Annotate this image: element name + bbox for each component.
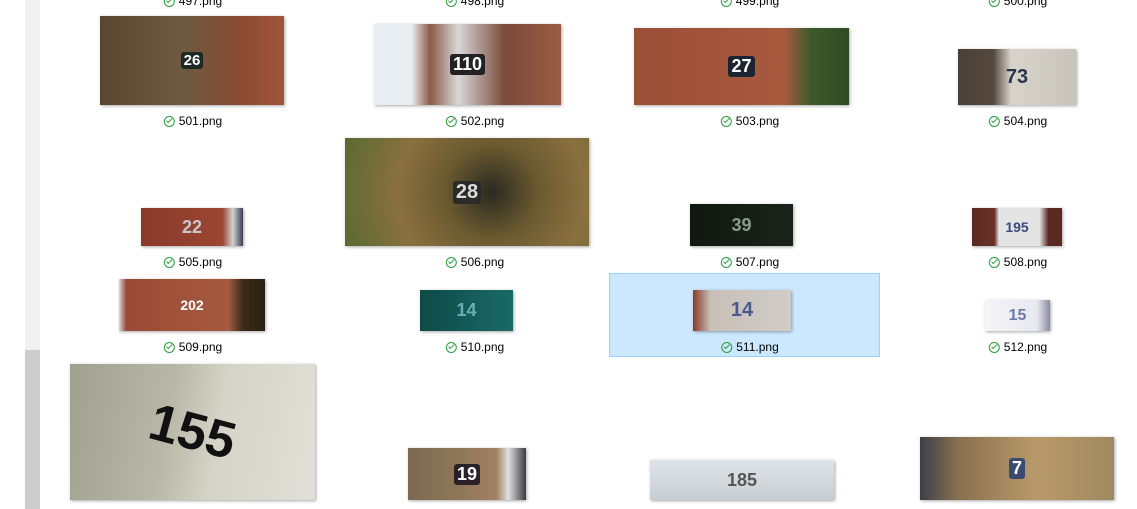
file-name[interactable]: 502.png — [445, 114, 505, 128]
house-number: 19 — [453, 463, 481, 485]
house-number: 14 — [456, 300, 477, 320]
sync-status-icon — [721, 341, 733, 353]
thumbnail[interactable]: 202 — [119, 279, 265, 331]
house-number: 155 — [143, 392, 242, 472]
file-name[interactable]: 500.png — [988, 0, 1048, 8]
scrollbar-thumb[interactable] — [25, 350, 40, 509]
house-number: 7 — [1008, 458, 1025, 479]
thumbnail[interactable]: 14 — [420, 290, 513, 331]
file-name-text: 507.png — [735, 255, 780, 269]
house-number: 14 — [730, 299, 754, 321]
thumbnail[interactable]: 26 — [100, 16, 284, 105]
thumbnail[interactable]: 14 — [693, 290, 791, 331]
file-name[interactable]: 509.png — [163, 340, 223, 354]
house-number: 39 — [731, 214, 752, 235]
sync-status-icon — [720, 256, 732, 268]
house-number: 73 — [1005, 65, 1029, 88]
thumbnail[interactable]: 110 — [374, 24, 561, 105]
thumbnail[interactable]: 155 — [70, 364, 315, 500]
sync-status-icon — [163, 256, 175, 268]
sync-status-icon — [988, 256, 1000, 268]
house-number: 185 — [726, 469, 758, 490]
file-name-text: 503.png — [735, 114, 780, 128]
sync-status-icon — [163, 341, 175, 353]
thumbnail[interactable]: 22 — [141, 208, 243, 246]
thumbnail[interactable]: 39 — [690, 204, 793, 246]
file-name[interactable]: 506.png — [445, 255, 505, 269]
sync-status-icon — [163, 0, 175, 7]
sync-status-icon — [445, 115, 457, 127]
file-name[interactable]: 499.png — [720, 0, 780, 8]
thumbnail[interactable]: 19 — [408, 448, 526, 500]
house-number: 22 — [181, 216, 203, 237]
file-name[interactable]: 510.png — [445, 340, 505, 354]
thumbnail[interactable]: 27 — [634, 28, 849, 105]
file-name[interactable]: 512.png — [988, 340, 1048, 354]
file-name-text: 510.png — [460, 340, 505, 354]
file-name[interactable]: 503.png — [720, 114, 780, 128]
sync-status-icon — [445, 256, 457, 268]
file-name[interactable]: 504.png — [988, 114, 1048, 128]
thumbnail[interactable]: 73 — [958, 49, 1076, 105]
thumbnail[interactable]: 15 — [985, 300, 1050, 331]
file-name[interactable]: 501.png — [163, 114, 223, 128]
file-name-text: 512.png — [1003, 340, 1048, 354]
file-name[interactable]: 511.png — [721, 340, 779, 354]
file-name-text: 500.png — [1003, 0, 1048, 8]
house-number: 15 — [1008, 306, 1027, 324]
house-number: 27 — [728, 56, 755, 77]
file-name-text: 509.png — [178, 340, 223, 354]
file-name[interactable]: 505.png — [163, 255, 223, 269]
house-number: 195 — [1005, 219, 1029, 235]
file-name-text: 498.png — [460, 0, 505, 8]
file-name-text: 504.png — [1003, 114, 1048, 128]
sync-status-icon — [720, 115, 732, 127]
sync-status-icon — [988, 341, 1000, 353]
house-number: 202 — [180, 297, 204, 313]
file-name-text: 497.png — [178, 0, 223, 8]
file-name-text: 506.png — [460, 255, 505, 269]
file-name-text: 499.png — [735, 0, 780, 8]
file-name[interactable]: 507.png — [720, 255, 780, 269]
file-name-text: 508.png — [1003, 255, 1048, 269]
thumbnail[interactable]: 7 — [920, 437, 1114, 500]
sync-status-icon — [163, 115, 175, 127]
sync-status-icon — [720, 0, 732, 7]
sync-status-icon — [988, 0, 1000, 7]
file-name-text: 511.png — [736, 340, 779, 354]
sync-status-icon — [445, 341, 457, 353]
house-number: 110 — [449, 54, 486, 75]
thumbnail[interactable]: 195 — [972, 208, 1062, 246]
file-name[interactable]: 497.png — [163, 0, 223, 8]
sync-status-icon — [988, 115, 1000, 127]
sync-status-icon — [445, 0, 457, 7]
thumbnail[interactable]: 185 — [650, 460, 834, 500]
file-name[interactable]: 498.png — [445, 0, 505, 8]
file-name-text: 502.png — [460, 114, 505, 128]
house-number: 28 — [452, 180, 482, 204]
file-name-text: 505.png — [178, 255, 223, 269]
file-name[interactable]: 508.png — [988, 255, 1048, 269]
file-name-text: 501.png — [178, 114, 223, 128]
thumbnail[interactable]: 28 — [345, 138, 589, 246]
house-number: 26 — [180, 52, 204, 69]
